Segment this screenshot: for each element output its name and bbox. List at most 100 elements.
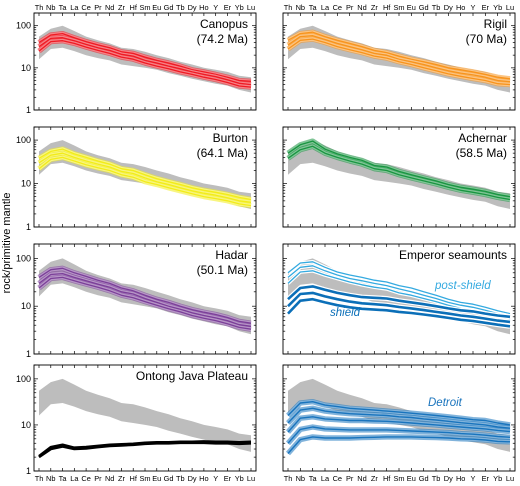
panel-emperor: Emperor seamounts post-shield shield	[282, 243, 516, 355]
y-tick-label: 100	[16, 21, 31, 31]
x-tick-label: Lu	[506, 474, 514, 483]
x-tick-label: Eu	[407, 3, 416, 12]
series-band	[286, 405, 511, 431]
x-tick-label: Er	[224, 474, 232, 483]
panel-title: Emperor seamounts	[399, 248, 507, 262]
x-tick-label: La	[321, 474, 330, 483]
x-tick-label: Ho	[199, 3, 208, 12]
y-tick-label: 1	[26, 105, 31, 115]
x-tick-label: Nb	[296, 474, 305, 483]
panel-age: (74.2 Ma)	[197, 32, 248, 46]
x-tick-label: Nb	[46, 474, 55, 483]
series-band	[37, 154, 252, 209]
series-band	[286, 36, 511, 88]
panel-title: Canopus	[200, 17, 248, 31]
x-tick-label: Ta	[309, 3, 318, 12]
x-tick-label: Eu	[152, 474, 161, 483]
x-tick-label: Tb	[432, 3, 441, 12]
x-tick-label: Ho	[456, 3, 465, 12]
series-post-shield	[287, 261, 511, 315]
x-tick-label: Yb	[235, 3, 244, 12]
x-tick-label: Th	[35, 3, 44, 12]
panel-burton: 1 10 100 Burton(64.1 Ma)	[16, 126, 257, 232]
x-tick-label: Sm	[139, 3, 150, 12]
x-tick-label: Hf	[130, 3, 138, 12]
panel-age: (50.1 Ma)	[197, 263, 248, 277]
x-tick-label: Ce	[333, 3, 342, 12]
x-tick-label: Gd	[419, 474, 429, 483]
series-band	[37, 150, 252, 205]
panel-age: (70 Ma)	[466, 32, 507, 46]
x-tick-label: Dy	[444, 474, 453, 483]
panel-ontong: 1 10 100 Th Nb Ta La Ce Pr Nd Zr Hf Sm Eu Gd Tb Dy Ho Y Er Y…	[16, 364, 257, 483]
series-band	[285, 414, 511, 435]
detroit-label: Detroit	[428, 397, 463, 409]
x-tick-label: Hf	[130, 474, 138, 483]
y-tick-label: 100	[16, 374, 31, 384]
x-tick-label: Gd	[419, 3, 429, 12]
x-tick-label: Sm	[393, 3, 404, 12]
x-tick-label: Th	[284, 474, 293, 483]
x-tick-label: Ta	[59, 3, 68, 12]
series-band	[286, 399, 511, 428]
y-tick-label: 10	[21, 63, 31, 73]
x-tick-label: Er	[482, 474, 490, 483]
x-tick-label: Hf	[383, 474, 391, 483]
post-shield-label: post-shield	[434, 280, 491, 292]
series-shield	[287, 285, 511, 319]
x-tick-label: Gd	[164, 474, 174, 483]
range-envelope	[39, 378, 251, 452]
series-band	[37, 146, 252, 203]
x-tick-label: Eu	[407, 474, 416, 483]
x-tick-label: Dy	[444, 3, 453, 12]
x-tick-label: Y	[471, 3, 476, 12]
panel-title: Achernar	[458, 131, 507, 145]
series-band	[285, 424, 511, 446]
x-tick-label: Nd	[105, 474, 114, 483]
x-tick-label: Ta	[59, 474, 68, 483]
x-tick-label: Sm	[393, 474, 404, 483]
series-band	[286, 29, 511, 82]
y-tick-label: 10	[21, 179, 31, 189]
series-shield	[287, 291, 511, 324]
y-tick-label: 10	[21, 420, 31, 430]
y-tick-label: 1	[26, 349, 31, 359]
x-tick-label: Th	[284, 3, 293, 12]
x-tick-label: Pr	[346, 3, 354, 12]
panel-title: Ontong Java Plateau	[136, 369, 248, 383]
x-tick-label: Yb	[235, 474, 244, 483]
x-tick-label: Lu	[247, 3, 255, 12]
panel-age: (64.1 Ma)	[197, 146, 248, 160]
x-tick-label: Nd	[105, 3, 114, 12]
series-ontong-1	[38, 441, 252, 459]
series-band	[37, 274, 252, 332]
x-tick-label: Nd	[357, 474, 366, 483]
x-tick-label: Th	[35, 474, 44, 483]
y-axis-label: rock/primitive mantle	[1, 193, 13, 294]
x-tick-label: Lu	[506, 3, 514, 12]
x-tick-label: Ho	[199, 474, 208, 483]
series-band	[286, 143, 511, 203]
y-tick-label: 100	[16, 135, 31, 145]
x-tick-label: Ce	[81, 474, 90, 483]
x-tick-label: Lu	[247, 474, 255, 483]
x-tick-label: Nd	[357, 3, 366, 12]
x-tick-label: Ho	[456, 474, 465, 483]
x-tick-label: La	[70, 474, 79, 483]
y-tick-label: 1	[26, 466, 31, 476]
x-tick-label: Tb	[432, 474, 441, 483]
panel-achernar: Achernar(58.5 Ma)	[282, 126, 516, 228]
panel-age: (58.5 Ma)	[456, 146, 507, 160]
series-shield	[287, 297, 511, 328]
x-tick-label: Pr	[94, 3, 102, 12]
x-tick-label: Y	[471, 474, 476, 483]
panel-rigil: Th Nb Ta La Ce Pr Nd Zr Hf Sm Eu Gd Tb Dy Ho Y Er Yb Lu Rig…	[282, 3, 516, 111]
series-band	[285, 434, 511, 456]
x-tick-label: Dy	[188, 474, 197, 483]
y-tick-label: 1	[26, 222, 31, 232]
x-tick-label: La	[321, 3, 330, 12]
panel-title: Burton	[213, 131, 248, 145]
x-tick-label: Yb	[493, 3, 502, 12]
x-tick-label: Eu	[152, 3, 161, 12]
x-tick-label: Tb	[176, 3, 185, 12]
